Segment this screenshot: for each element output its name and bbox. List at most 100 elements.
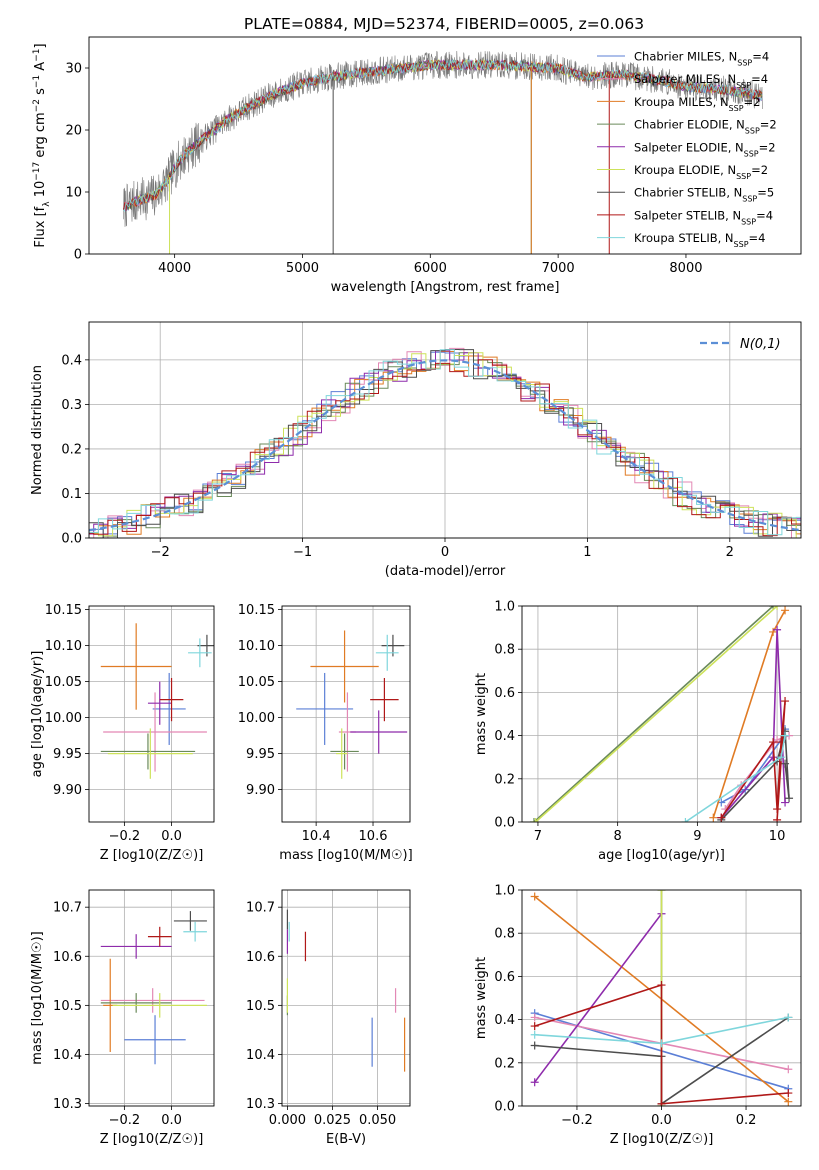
legend-label-normal: N(0,1) [740,337,781,352]
weight-vs-metallicity-panel: −0.2 0.0 0.2 0.0 0.2 0.4 0.6 0.8 1.0 Z [log10(Z/Z… [474,884,802,1147]
mass-vs-ebv-panel: 0.000 0.025 0.050 10.3 10.4 10.5 10.6 10.7 E(B-V… [246,889,411,1147]
label-part: −1 [32,75,42,88]
figure-title: PLATE=0884, MJD=52374, FIBERID=0005, z=0… [244,15,644,33]
weight-marker [530,1030,539,1039]
errorbar-salpeter-stelib [147,926,172,947]
errorbar-kroupa-stelib [188,638,212,668]
weight-marker [657,981,666,990]
y-tick-label: 9.95 [246,747,275,762]
spectrum-model-kroupa-stelib [123,58,763,213]
weight-marker [709,813,718,822]
weight-line-chabrier-elodie [533,606,774,822]
y-tick-label: 1.0 [494,600,515,615]
legend-label-kroupa-elodie: Kroupa ELODIE, NSSP=2 [634,163,768,181]
x-tick-label: −2 [151,545,170,560]
y-tick-label: 0.4 [494,729,515,744]
errorbar-kroupa-elodie [336,728,348,779]
weight-marker [785,794,794,803]
weight-marker [530,1022,539,1031]
y-tick-label: 9.95 [53,747,82,762]
histogram-salpeter-stelib [89,359,801,537]
x-tick-label: 2 [726,545,734,560]
x-tick-label: 10.4 [302,829,331,844]
legend-nssp: =2 [760,118,777,132]
legend-sub: SSP [736,172,751,181]
y-tick-label: 10 [65,186,82,201]
axes-frame [281,605,411,823]
y-tick-label: 10.4 [246,1048,275,1063]
x-tick-label: −0.2 [561,1113,593,1128]
legend-sub: SSP [741,217,756,226]
weight-marker [784,1065,793,1074]
label-part: Z [log10(Z/Z☉)] [100,848,204,863]
axes-decor: 10.4 10.6 9.90 9.95 10.00 10.05 10.10 10.15 mass… [238,603,413,863]
axes-decor: −2 −1 0 1 2 0.0 0.1 0.2 0.3 0.4 (data-model)/error… [30,321,802,579]
weight-marker [773,805,782,814]
legend-sub: SSP [736,81,751,90]
x-tick-label: 5000 [286,261,319,276]
x-tick-label: 0.000 [269,1113,306,1128]
x-axis-label: Z [log10(Z/Z☉)] [100,1132,204,1147]
weight-marker [530,1041,539,1050]
x-tick-label: 0.025 [314,1113,351,1128]
legend-label-chabrier-elodie: Chabrier ELODIE, NSSP=2 [634,118,777,136]
x-tick-label: 8000 [669,261,702,276]
y-tick-label: 10.6 [53,950,82,965]
legend-sub: SSP [737,58,752,67]
legend-nssp: =4 [751,72,768,86]
axes-frame [281,889,411,1107]
x-tick-label: 0.0 [161,1113,182,1128]
x-axis-label: (data-model)/error [385,564,506,579]
legend-nssp: =2 [751,163,768,177]
weight-marker [529,818,538,822]
errorbar-kroupa-elodie [112,993,207,1018]
x-tick-label: 10 [769,829,786,844]
x-tick-label: 0.0 [651,1113,672,1128]
y-tick-label: 10.3 [53,1097,82,1112]
y-tick-label: 0.2 [494,1056,515,1071]
plot-area [100,623,214,779]
y-tick-label: 9.90 [53,783,82,798]
age-vs-metallicity-panel: −0.2 0.0 9.90 9.95 10.00 10.05 10.10 10.15 Z [lo… [30,603,215,863]
normal-reference-curve [89,359,801,532]
x-tick-label: 0.2 [736,1113,757,1128]
grid-lines [282,890,410,1106]
y-tick-label: 10.4 [53,1048,82,1063]
y-tick-label: 0.8 [494,643,515,658]
x-tick-label: −1 [293,545,312,560]
label-part: wavelength [Angstrom, rest frame] [331,280,560,295]
age-vs-mass-panel: 10.4 10.6 9.90 9.95 10.00 10.05 10.10 10.15 mass… [238,603,413,863]
y-tick-label: 10.15 [45,603,82,618]
legend-label-chabrier-stelib: Chabrier STELIB, NSSP=5 [634,186,774,204]
errorbar-chabrier-stelib [173,911,207,931]
spectrum-panel: 4000 5000 6000 7000 8000 0 10 20 30 wavelength [A… [32,36,802,295]
weight-marker [781,606,790,615]
x-tick-label: 8 [614,829,622,844]
y-tick-label: 30 [65,62,82,77]
histogram-kroupa-miles [89,351,801,535]
y-axis-label: mass [log10(M/M☉)] [30,931,45,1064]
y-tick-label: 0.0 [494,816,515,831]
errorbar-chabrier-elodie [100,993,172,1013]
legend-name: Salpeter STELIB, N [634,208,741,222]
x-tick-label: 7 [534,829,542,844]
y-tick-label: 10.00 [238,711,275,726]
legend-nssp: =4 [749,231,766,245]
label-part: −17 [32,162,42,181]
x-axis-label: age [log10(age/yr)] [598,848,725,863]
x-tick-label: −0.2 [109,829,141,844]
histogram-kroupa-stelib [89,349,801,536]
weight-marker [657,1099,666,1106]
x-axis-label: mass [log10(M/M☉)] [279,848,412,863]
x-tick-label: 0 [441,545,449,560]
histogram-legend: N(0,1) [700,337,781,352]
label-part: age [log10(age/yr)] [30,651,45,778]
errorbar-chabrier-miles [124,1015,186,1065]
errorbar-kroupa-miles [310,630,379,703]
errorbar-kroupa-miles [100,623,172,710]
y-axis-label: age [log10(age/yr)] [30,651,45,778]
label-part: Normed distribution [30,365,45,495]
weight-marker [657,1039,666,1048]
legend-name: Kroupa ELODIE, N [634,163,736,177]
plot-area [296,630,408,779]
